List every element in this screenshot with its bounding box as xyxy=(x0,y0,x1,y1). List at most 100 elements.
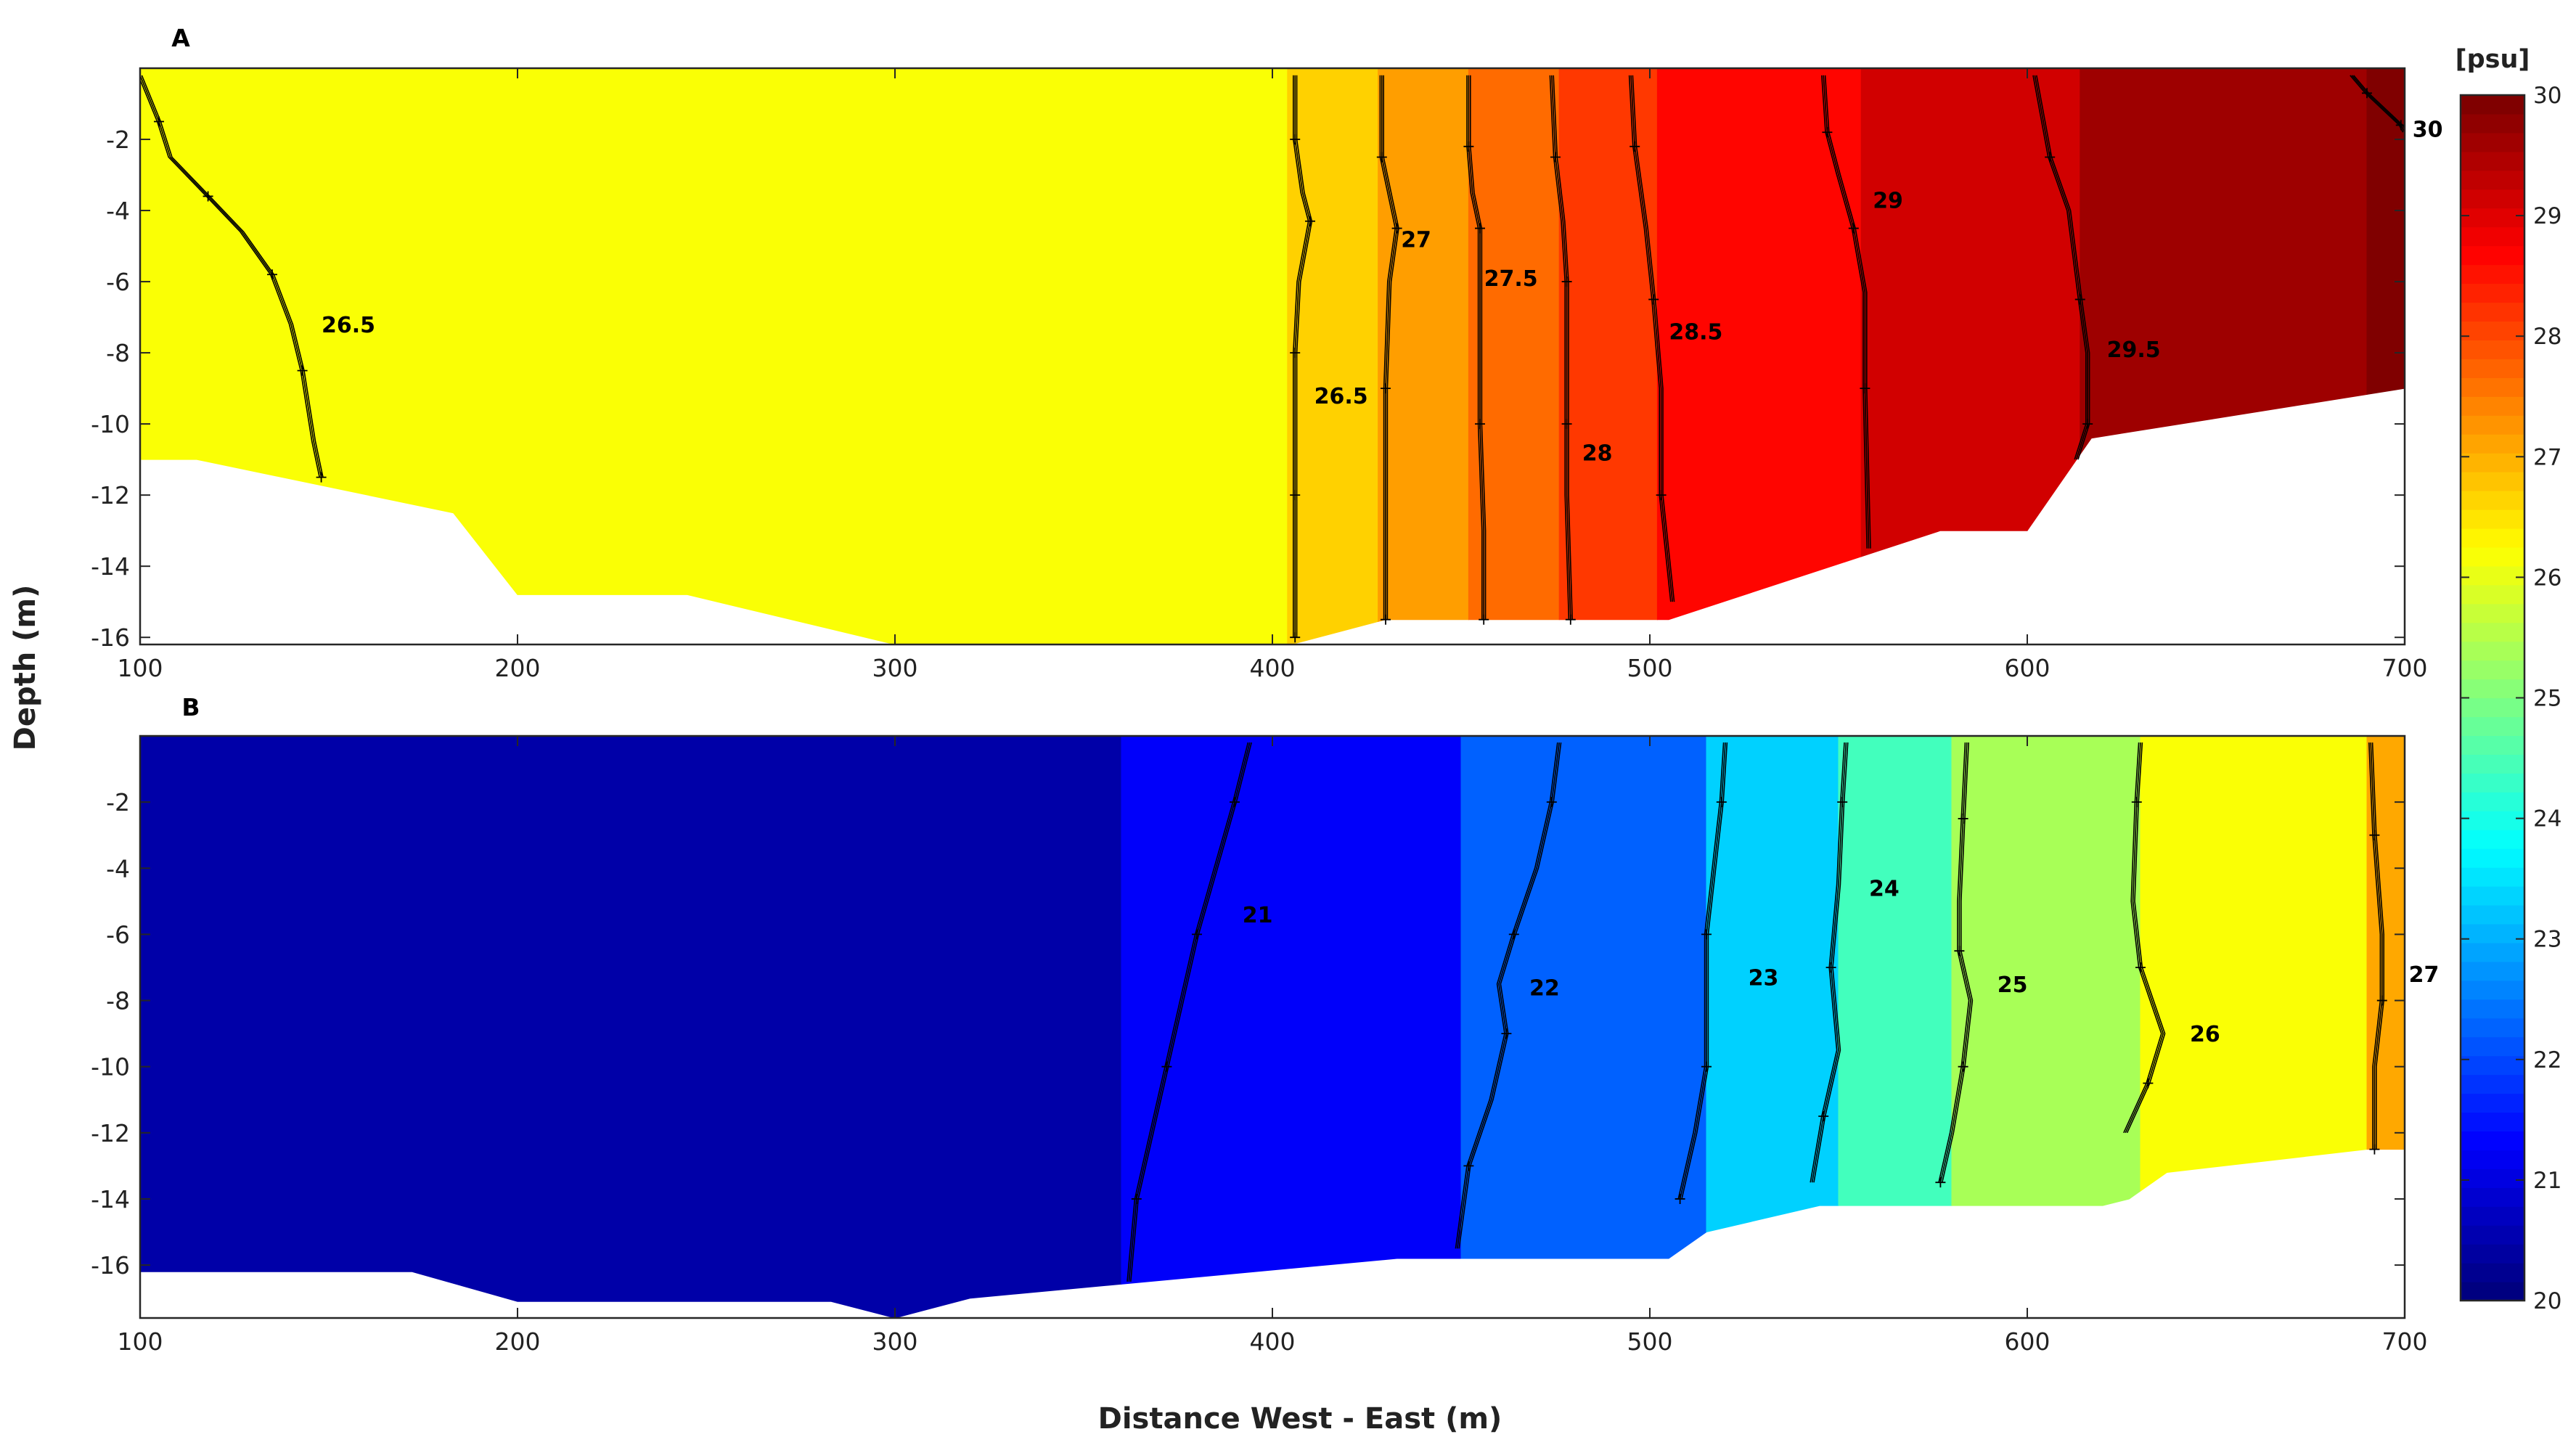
contour-a-5 xyxy=(1628,75,1675,602)
colorbar-strip xyxy=(2461,961,2524,981)
x-tick-label: 700 xyxy=(2382,1327,2428,1356)
contour-line xyxy=(1458,742,1562,1249)
contour-marker xyxy=(1822,127,1833,138)
colorbar-gradient xyxy=(2461,95,2524,1301)
colorbar-strip xyxy=(2461,811,2524,830)
contour-marker xyxy=(1860,383,1870,394)
panel-a-tag: A xyxy=(171,24,190,52)
colorbar-strip xyxy=(2461,1225,2524,1245)
colorbar-strip xyxy=(2461,321,2524,340)
contour-line xyxy=(1942,742,1974,1183)
contour-line xyxy=(1293,75,1309,638)
colorbar-strip xyxy=(2461,904,2524,925)
colorbar-strip xyxy=(2461,1055,2524,1076)
x-tick-label: 200 xyxy=(495,1327,541,1356)
contour-line xyxy=(1551,75,1571,620)
contour-marker xyxy=(1381,614,1391,625)
contour-marker xyxy=(1290,632,1301,643)
colorbar-strip xyxy=(2461,886,2524,906)
contour-line xyxy=(1679,742,1726,1200)
contour-label: 29.5 xyxy=(2107,337,2161,363)
colorbar-strip xyxy=(2461,151,2524,171)
colorbar-strip xyxy=(2461,113,2524,134)
colorbar-tick-label: 29 xyxy=(2533,203,2561,229)
contour-marker xyxy=(1508,929,1519,940)
contour-b-2 xyxy=(1675,742,1728,1204)
panel-b-ticks: 100 200 300 400 500 600 700 -2 -4 -6 -8 -10 -12 -14 -1… xyxy=(91,736,2428,1356)
colorbar-strip xyxy=(2461,980,2524,1000)
colorbar-strip xyxy=(2461,1074,2524,1094)
contour-line xyxy=(1128,742,1251,1282)
contour-marker xyxy=(1561,419,1572,430)
colorbar-strip xyxy=(2461,923,2524,943)
y-tick-label: -12 xyxy=(91,481,130,509)
panel-a-band-7 xyxy=(2080,68,2368,456)
panel-a-band-4 xyxy=(1558,68,1658,621)
contour-b-4 xyxy=(1935,742,1974,1188)
panel-b-tag: B xyxy=(181,693,200,721)
colorbar-strip xyxy=(2461,170,2524,190)
panel-a-contour-labels: 26.5 26.5 27 27.5 28 28.5 29 29.5 30 xyxy=(322,117,2443,466)
contour-line xyxy=(2370,742,2383,1150)
colorbar-tick-label: 24 xyxy=(2533,806,2561,832)
contour-marker xyxy=(2082,419,2093,430)
y-tick-label: -4 xyxy=(106,197,130,225)
panel-a-fill xyxy=(140,68,2405,644)
colorbar-tick-label: 20 xyxy=(2533,1288,2561,1314)
panel-b: 21 22 23 24 25 26 27 100 200 300 400 500 600 700 -2 -4… xyxy=(91,685,2439,1356)
contour-a-3 xyxy=(1463,75,1489,625)
colorbar-strip xyxy=(2461,453,2524,472)
contour-line xyxy=(140,78,320,478)
contour-line xyxy=(1457,742,1560,1249)
contour-line xyxy=(1468,75,1484,620)
colorbar-strip xyxy=(2461,1093,2524,1113)
panel-a-band-2 xyxy=(1378,68,1469,623)
contour-marker xyxy=(1463,1160,1474,1171)
colorbar-strip xyxy=(2461,95,2524,115)
x-tick-label: 100 xyxy=(118,1327,163,1356)
y-tick-label: -16 xyxy=(91,623,130,652)
contour-marker xyxy=(1561,277,1572,287)
contour-marker xyxy=(1161,1061,1172,1072)
colorbar-strip xyxy=(2461,1244,2524,1264)
contour-marker xyxy=(1479,614,1489,625)
contour-line xyxy=(1549,75,1570,620)
panel-a-band-1 xyxy=(1287,68,1379,644)
contour-marker xyxy=(1381,383,1391,394)
x-tick-label: 400 xyxy=(1250,1327,1296,1356)
contour-line xyxy=(1130,742,1252,1282)
contour-marker xyxy=(2135,962,2146,973)
contour-line xyxy=(1677,742,1725,1200)
panel-b-band-2 xyxy=(1460,736,1707,1259)
contour-marker xyxy=(1825,962,1836,973)
colorbar-strip xyxy=(2461,773,2524,793)
contour-marker xyxy=(2131,797,2142,808)
contour-marker xyxy=(1648,294,1659,305)
contour-marker xyxy=(1630,141,1640,152)
y-tick-label: -8 xyxy=(106,339,130,367)
colorbar-strip xyxy=(2461,603,2524,623)
contour-marker xyxy=(1958,1061,1968,1072)
contour-marker xyxy=(1565,614,1576,625)
y-tick-label: -16 xyxy=(91,1251,130,1280)
colorbar-strip xyxy=(2461,491,2524,510)
contour-marker xyxy=(1837,797,1848,808)
contour-line xyxy=(1127,742,1249,1282)
colorbar-tick-label: 27 xyxy=(2533,444,2561,470)
contour-a-7 xyxy=(2032,75,2093,460)
x-tick-label: 600 xyxy=(2005,654,2050,682)
contour-marker xyxy=(2045,152,2056,163)
contour-a-6 xyxy=(1821,75,1871,549)
contour-marker xyxy=(297,365,308,376)
contour-line xyxy=(1681,742,1728,1200)
colorbar-strip xyxy=(2461,754,2524,774)
contour-label: 27 xyxy=(2409,962,2440,988)
contour-marker xyxy=(1818,1111,1829,1122)
panel-a-band-0 xyxy=(140,68,1288,644)
contour-marker xyxy=(1848,223,1859,234)
colorbar-strip xyxy=(2461,660,2524,680)
colorbar-strip xyxy=(2461,189,2524,209)
colorbar-strip xyxy=(2461,716,2524,736)
contour-marker xyxy=(2369,830,2380,840)
